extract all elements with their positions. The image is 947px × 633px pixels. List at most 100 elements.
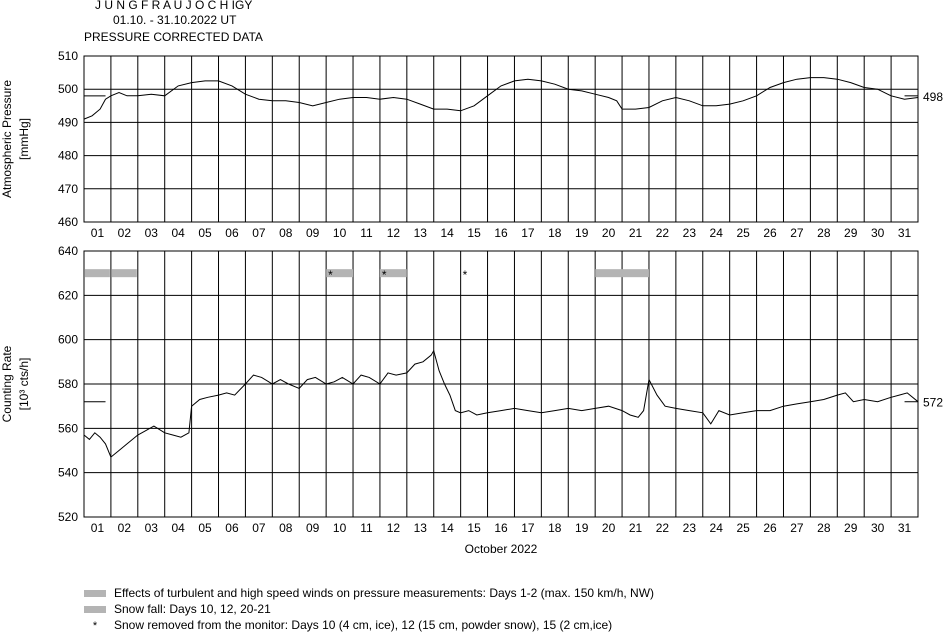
pressure-day-label: 29 <box>844 226 858 240</box>
snow-removed-star: * <box>463 268 468 282</box>
pressure-day-label: 30 <box>871 226 885 240</box>
period-label: 01.10. - 31.10.2022 UT <box>113 13 237 27</box>
pressure-ytick-label: 480 <box>58 149 78 163</box>
snow-removed-star: * <box>382 268 387 282</box>
rate-day-label: 21 <box>629 521 643 535</box>
rate-day-label: 27 <box>790 521 804 535</box>
rate-day-label: 29 <box>844 521 858 535</box>
pressure-day-label: 31 <box>898 226 912 240</box>
counting-rate-panel: 520 540 560 580 600 620 640 01 02 03 04 05 06 07 08 09 1… <box>0 244 943 535</box>
rate-day-label: 14 <box>441 521 455 535</box>
legend-wind-text: Effects of turbulent and high speed wind… <box>114 586 655 600</box>
snow-removed-star: * <box>328 268 333 282</box>
legend-snow-removed: * Snow removed from the monitor: Days 10 … <box>84 618 612 633</box>
pressure-day-label: 20 <box>602 226 616 240</box>
x-axis-label: October 2022 <box>465 542 538 556</box>
pressure-day-label: 28 <box>817 226 831 240</box>
legend-snowfall-text: Snow fall: Days 10, 12, 20-21 <box>114 602 271 616</box>
pressure-day-label: 13 <box>414 226 428 240</box>
rate-day-label: 23 <box>683 521 697 535</box>
pressure-day-label: 12 <box>387 226 401 240</box>
rate-day-label: 20 <box>602 521 616 535</box>
snowfall-bar <box>326 269 354 278</box>
rate-day-label: 15 <box>467 521 481 535</box>
pressure-day-label: 09 <box>306 226 320 240</box>
pressure-day-label: 18 <box>548 226 562 240</box>
pressure-day-label: 23 <box>683 226 697 240</box>
rate-ylabel: Counting Rate <box>0 345 14 422</box>
pressure-day-label: 04 <box>171 226 185 240</box>
legend-wind: Effects of turbulent and high speed wind… <box>84 586 654 600</box>
legend-snow-removed-text: Snow removed from the monitor: Days 10 (… <box>114 618 613 632</box>
pressure-yunit: [mmHg] <box>17 118 31 160</box>
rate-series-line <box>83 349 919 458</box>
rate-day-label: 06 <box>225 521 239 535</box>
rate-ytick-label: 600 <box>58 333 78 347</box>
pressure-reference-label: 498 <box>923 90 943 104</box>
snowfall-bar <box>379 269 407 278</box>
pressure-day-label: 16 <box>494 226 508 240</box>
pressure-day-label: 05 <box>198 226 212 240</box>
rate-day-label: 31 <box>898 521 912 535</box>
pressure-day-label: 08 <box>279 226 293 240</box>
pressure-ytick-label: 460 <box>58 215 78 229</box>
rate-ytick-label: 560 <box>58 421 78 435</box>
pressure-day-label: 24 <box>710 226 724 240</box>
wind-bar <box>111 269 137 278</box>
rate-day-label: 22 <box>656 521 670 535</box>
wind-swatch <box>84 590 106 598</box>
pressure-day-label: 14 <box>441 226 455 240</box>
pressure-panel: 460 470 480 490 500 510 01 02 03 04 05 06 07 08 09 10 11… <box>0 49 943 240</box>
rate-day-label: 16 <box>494 521 508 535</box>
rate-reference-label: 572 <box>923 396 943 410</box>
pressure-day-label: 21 <box>629 226 643 240</box>
pressure-day-label: 17 <box>521 226 535 240</box>
pressure-day-label: 25 <box>736 226 750 240</box>
pressure-day-label: 03 <box>145 226 159 240</box>
pressure-day-label: 02 <box>118 226 132 240</box>
pressure-series-line <box>83 77 919 120</box>
pressure-day-label: 07 <box>252 226 266 240</box>
legend-snowfall: Snow fall: Days 10, 12, 20-21 <box>84 602 271 616</box>
wind-bar <box>85 269 110 278</box>
rate-ytick-label: 640 <box>58 244 78 258</box>
pressure-ytick-label: 470 <box>58 182 78 196</box>
pressure-ytick-label: 510 <box>58 49 78 63</box>
pressure-ytick-label: 490 <box>58 115 78 129</box>
rate-day-label: 02 <box>118 521 132 535</box>
rate-day-label: 01 <box>91 521 105 535</box>
rate-day-label: 12 <box>387 521 401 535</box>
rate-day-label: 26 <box>763 521 777 535</box>
rate-day-label: 17 <box>521 521 535 535</box>
pressure-day-label: 11 <box>360 226 373 240</box>
pressure-ytick-label: 500 <box>58 82 78 96</box>
rate-day-label: 18 <box>548 521 562 535</box>
rate-day-label: 05 <box>198 521 212 535</box>
pressure-day-label: 01 <box>91 226 105 240</box>
rate-day-label: 08 <box>279 521 293 535</box>
pressure-day-label: 27 <box>790 226 804 240</box>
rate-day-label: 04 <box>171 521 185 535</box>
rate-day-label: 25 <box>736 521 750 535</box>
rate-day-label: 03 <box>145 521 159 535</box>
rate-yunit: [10³ cts/h] <box>17 358 31 411</box>
rate-day-label: 10 <box>333 521 347 535</box>
snowfall-swatch <box>84 606 106 614</box>
rate-ytick-label: 580 <box>58 377 78 391</box>
snow-removed-star-icon: * <box>92 620 98 632</box>
pressure-day-label: 10 <box>333 226 347 240</box>
rate-day-label: 09 <box>306 521 320 535</box>
pressure-day-label: 06 <box>225 226 239 240</box>
rate-day-label: 13 <box>414 521 428 535</box>
rate-day-label: 30 <box>871 521 885 535</box>
rate-day-label: 28 <box>817 521 831 535</box>
station-title: J U N G F R A U J O C H IGY <box>95 0 253 12</box>
rate-day-label: 07 <box>252 521 266 535</box>
pressure-day-label: 26 <box>763 226 777 240</box>
rate-ytick-label: 520 <box>58 510 78 524</box>
pressure-day-label: 22 <box>656 226 670 240</box>
pressure-day-label: 15 <box>467 226 481 240</box>
rate-day-label: 24 <box>710 521 724 535</box>
rate-ytick-label: 540 <box>58 466 78 480</box>
